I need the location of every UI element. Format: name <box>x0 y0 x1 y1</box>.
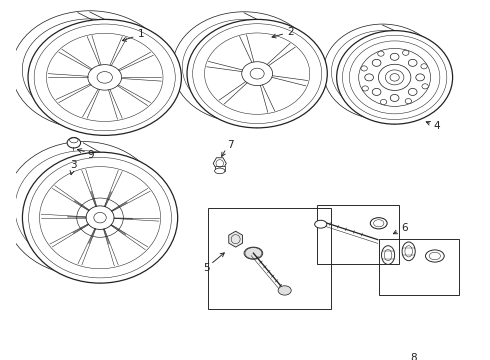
Text: 3: 3 <box>70 161 76 170</box>
Bar <box>317 204 399 265</box>
Ellipse shape <box>405 99 412 104</box>
Ellipse shape <box>28 19 181 135</box>
Ellipse shape <box>425 250 444 262</box>
Bar <box>208 208 331 309</box>
Bar <box>215 166 225 171</box>
Ellipse shape <box>390 94 399 102</box>
Ellipse shape <box>380 99 387 104</box>
Ellipse shape <box>278 286 291 295</box>
Ellipse shape <box>315 220 327 228</box>
Ellipse shape <box>361 66 368 71</box>
Text: 4: 4 <box>434 121 441 131</box>
Ellipse shape <box>244 247 263 259</box>
Ellipse shape <box>382 246 394 265</box>
Text: 2: 2 <box>287 27 294 37</box>
Ellipse shape <box>362 86 368 91</box>
Ellipse shape <box>403 50 409 55</box>
Ellipse shape <box>422 84 428 89</box>
Text: 8: 8 <box>410 353 416 360</box>
Ellipse shape <box>402 242 415 261</box>
Ellipse shape <box>23 152 178 283</box>
Text: 6: 6 <box>401 223 408 233</box>
Text: 5: 5 <box>203 263 209 273</box>
Ellipse shape <box>390 53 399 60</box>
Ellipse shape <box>12 11 168 129</box>
Ellipse shape <box>67 138 80 148</box>
Text: 1: 1 <box>138 30 144 40</box>
Ellipse shape <box>4 141 162 275</box>
Ellipse shape <box>372 59 381 66</box>
Ellipse shape <box>408 59 417 66</box>
Ellipse shape <box>337 31 453 124</box>
Ellipse shape <box>421 64 427 69</box>
Ellipse shape <box>416 74 424 81</box>
Text: 9: 9 <box>87 150 94 160</box>
Ellipse shape <box>408 89 417 95</box>
Ellipse shape <box>187 19 327 128</box>
Ellipse shape <box>323 24 441 120</box>
Text: 7: 7 <box>227 140 233 150</box>
Ellipse shape <box>378 51 384 56</box>
Ellipse shape <box>215 168 225 174</box>
Bar <box>379 239 459 295</box>
Ellipse shape <box>365 74 373 81</box>
Ellipse shape <box>172 12 316 122</box>
Ellipse shape <box>370 218 387 229</box>
Ellipse shape <box>372 89 381 95</box>
